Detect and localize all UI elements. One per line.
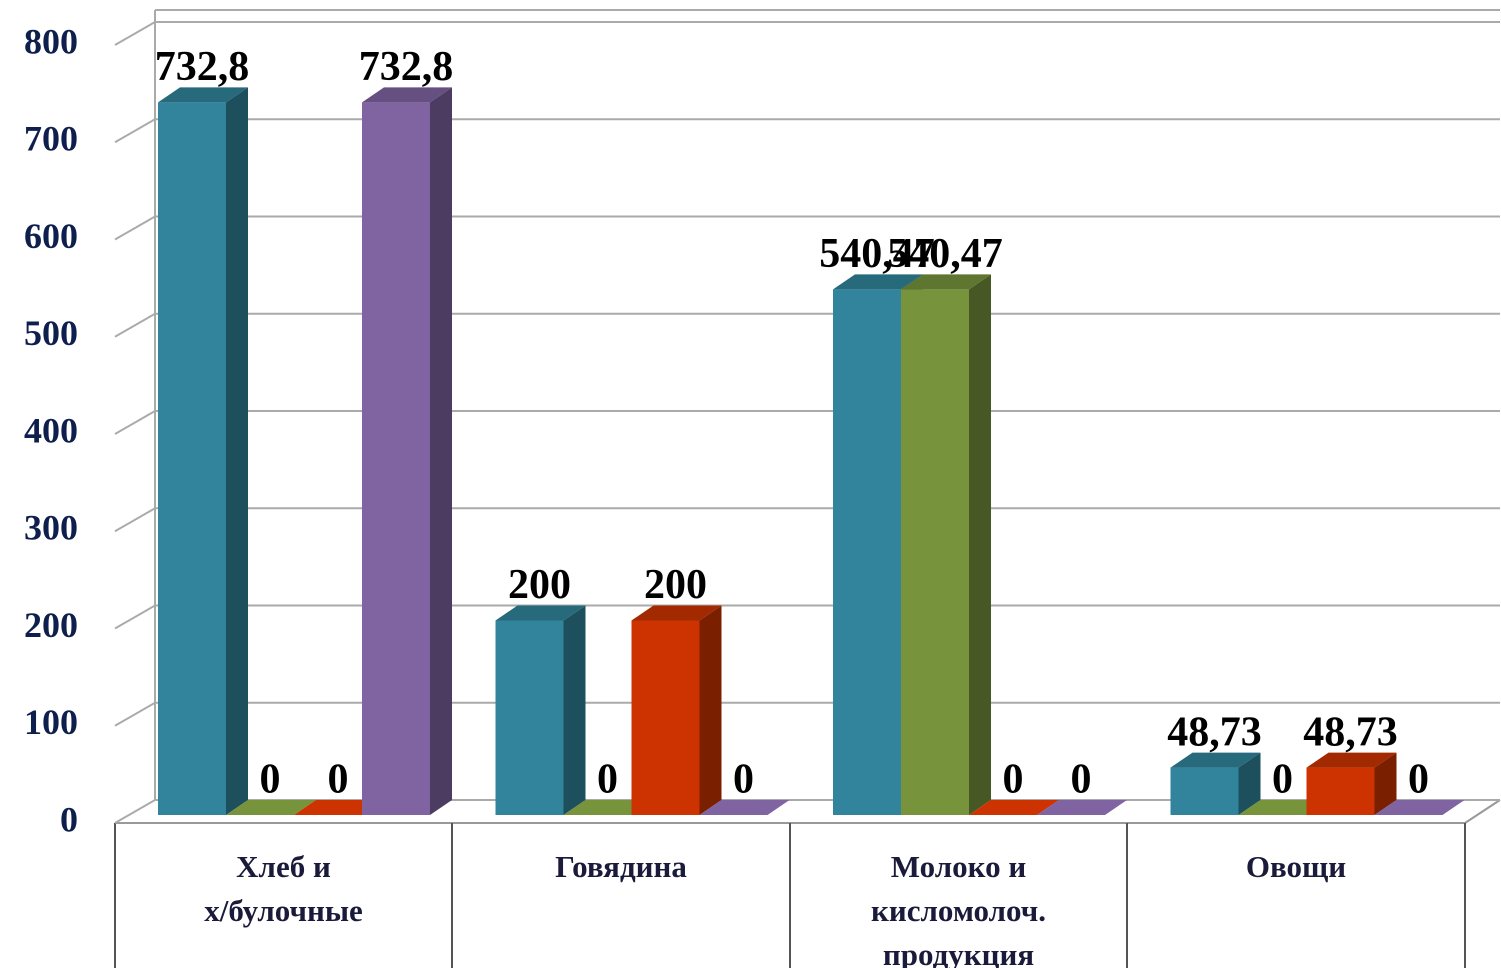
bar <box>1238 800 1329 815</box>
bar-top <box>833 274 923 290</box>
bar-top <box>158 87 248 103</box>
grid-line <box>114 215 156 241</box>
grid-line <box>114 604 156 630</box>
x-tick-label: Хлеб и х/булочные <box>204 849 363 928</box>
value-label: 0 <box>733 757 754 803</box>
bar-side <box>699 605 722 815</box>
value-label: 0 <box>1272 757 1293 803</box>
bar-front <box>833 289 901 815</box>
grid-line <box>114 701 156 727</box>
value-label: 732,8 <box>155 44 250 90</box>
value-label: 48,73 <box>1167 709 1262 755</box>
x-tick-label: Говядина <box>555 849 687 884</box>
value-label: 0 <box>328 757 349 803</box>
bar <box>631 605 722 815</box>
bar-top <box>294 800 384 815</box>
value-label: 540,47 <box>819 231 935 277</box>
value-label: 0 <box>260 757 281 803</box>
bar <box>226 800 316 815</box>
value-label: 200 <box>644 562 707 608</box>
bar-front <box>631 620 700 815</box>
bar-top <box>1306 752 1397 768</box>
bar <box>699 800 790 815</box>
y-tick-label: 200 <box>24 605 78 645</box>
bar-front <box>495 620 564 815</box>
bar-front <box>362 102 430 816</box>
y-tick-label: 300 <box>24 508 78 548</box>
value-label: 0 <box>1003 757 1024 803</box>
grid-line <box>114 799 156 824</box>
bar <box>969 800 1059 815</box>
bar <box>1374 800 1465 815</box>
y-tick-label: 800 <box>24 21 78 61</box>
bar-top <box>495 605 586 621</box>
y-tick-label: 600 <box>24 216 78 256</box>
grid-line <box>114 21 156 46</box>
y-tick-label: 400 <box>24 410 78 450</box>
bar-top <box>1238 800 1329 815</box>
value-label: 540,47 <box>887 231 1003 277</box>
bar-top <box>226 800 316 815</box>
bar <box>901 274 991 815</box>
bar-top <box>1374 800 1465 815</box>
bar-top <box>1037 800 1127 815</box>
bar-front <box>1306 767 1375 815</box>
bar-side <box>226 87 248 816</box>
bar-top <box>699 800 790 815</box>
grid-line <box>114 118 156 144</box>
bar-side <box>563 605 586 815</box>
bar-front <box>901 289 969 815</box>
grid-line <box>114 410 156 435</box>
bar-top <box>1170 752 1261 768</box>
bar-top <box>563 800 654 815</box>
y-tick-label: 500 <box>24 313 78 353</box>
bar <box>1037 800 1127 815</box>
bar-top <box>969 800 1059 815</box>
bar-side <box>969 274 991 815</box>
value-label: 0 <box>1408 757 1429 803</box>
y-tick-label: 700 <box>24 119 78 159</box>
bar <box>158 87 248 816</box>
y-tick-label: 0 <box>60 799 78 839</box>
y-tick-label: 100 <box>24 702 78 742</box>
value-label: 0 <box>1071 757 1092 803</box>
bar-side <box>1238 752 1261 815</box>
bar <box>495 605 586 815</box>
value-label: 732,8 <box>359 44 454 90</box>
bar-side <box>1374 752 1397 815</box>
bar-front <box>1170 767 1239 815</box>
bar <box>294 800 384 815</box>
bar <box>362 87 452 816</box>
value-label: 48,73 <box>1303 709 1398 755</box>
bar-front <box>158 102 226 816</box>
bar <box>1306 752 1397 815</box>
bar-top <box>901 274 991 290</box>
floor-edge <box>1464 799 1501 824</box>
grid-line <box>114 507 156 533</box>
x-tick-label: Молоко и кисломолоч. продукция <box>871 849 1046 968</box>
bar-side <box>430 87 452 816</box>
bar-top <box>362 87 452 103</box>
x-tick-label: Овощи <box>1245 849 1347 884</box>
bar <box>1170 752 1261 815</box>
grid-line <box>114 312 156 338</box>
value-label: 200 <box>508 562 571 608</box>
value-label: 0 <box>597 757 618 803</box>
bar <box>563 800 654 815</box>
bar-top <box>631 605 722 621</box>
